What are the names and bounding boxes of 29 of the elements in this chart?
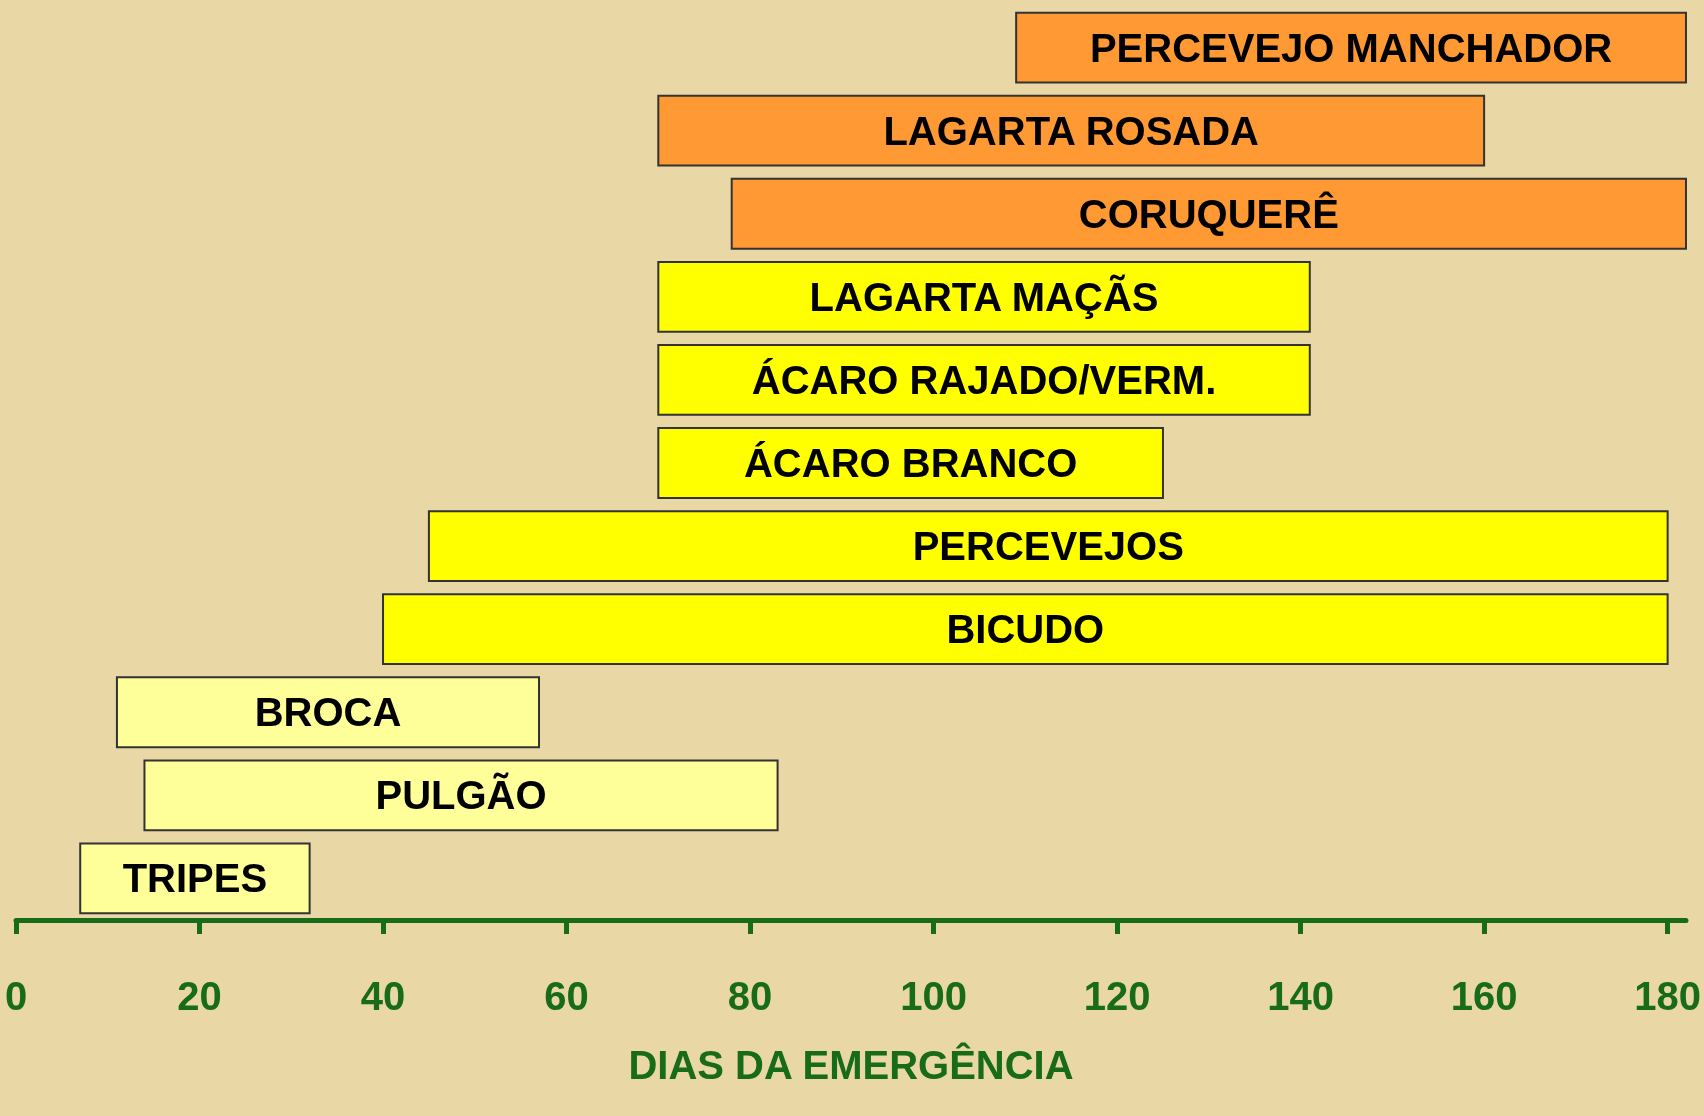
x-tick-label: 120 bbox=[1083, 974, 1151, 1018]
y-tick-label: PERCEVEJO MANCHADOR bbox=[1089, 25, 1613, 70]
y-tick-label: ÁCARO RAJADO/VERM. bbox=[751, 357, 1217, 402]
bar bbox=[657, 94, 1486, 167]
y-tick-label: PERCEVEJOS bbox=[912, 524, 1184, 569]
x-tick-label: 100 bbox=[900, 974, 967, 1018]
x-axis-title: DIAS DA EMERGÊNCIA bbox=[628, 1042, 1074, 1087]
y-tick-label: LAGARTA ROSADA bbox=[883, 108, 1259, 153]
x-tick-label: 20 bbox=[177, 974, 222, 1018]
x-tick-label: 0 bbox=[4, 974, 28, 1018]
x-tick-label: 160 bbox=[1450, 974, 1518, 1018]
x-tick-label: 40 bbox=[360, 974, 406, 1018]
x-tick-label: 140 bbox=[1267, 974, 1334, 1018]
x-tick-label: 180 bbox=[1634, 974, 1702, 1018]
bar bbox=[115, 676, 541, 749]
bar bbox=[730, 177, 1687, 250]
y-tick-label: LAGARTA MAÇÃS bbox=[809, 273, 1159, 319]
x-tick-label: 80 bbox=[727, 974, 773, 1018]
y-tick-label: PULGÃO bbox=[375, 772, 547, 818]
bar bbox=[427, 510, 1669, 582]
y-tick-label: ÁCARO BRANCO bbox=[743, 441, 1078, 485]
bar bbox=[382, 593, 1669, 666]
x-tick-label: 60 bbox=[544, 974, 589, 1018]
y-tick-label: CORUQUERÊ bbox=[1078, 190, 1339, 236]
y-tick-label: BICUDO bbox=[946, 607, 1105, 652]
y-tick-label: BROCA bbox=[254, 690, 402, 735]
y-tick-label: TRIPES bbox=[122, 856, 268, 901]
bar bbox=[143, 759, 779, 832]
bar bbox=[657, 260, 1311, 333]
